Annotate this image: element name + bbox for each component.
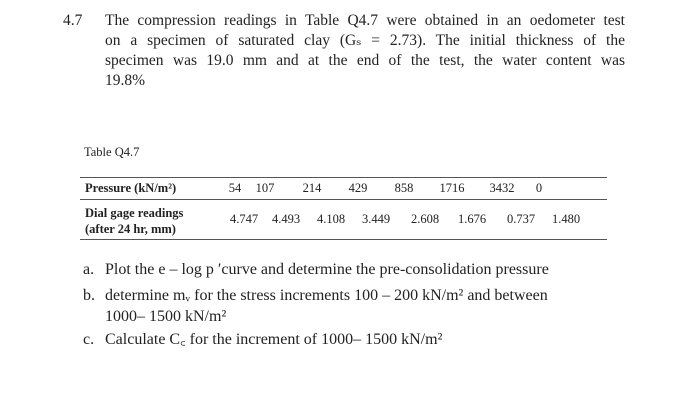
table-bottom-rule (80, 239, 607, 240)
dial-cell: 2.608 (410, 212, 440, 226)
table-mid-rule (80, 199, 607, 200)
part-a-text: Plot the e – log p ′curve and determine … (105, 261, 549, 278)
intro-line-2: on a specimen of saturated clay (Gₛ = 2.… (105, 32, 625, 49)
part-a-label: a. (83, 261, 95, 278)
table-top-rule (80, 177, 607, 178)
question-intro: The compression readings in Table Q4.7 w… (105, 11, 625, 91)
dial-label-line-2: (after 24 hr, mm) (85, 222, 176, 236)
part-c: c. Calculate C꜀ for the increment of 1000… (83, 329, 442, 351)
intro-line-4: 19.8% (105, 72, 146, 89)
pressure-cell: 429 (348, 181, 368, 195)
part-b-continuation: 1000– 1500 kN/m² (105, 308, 227, 325)
table-caption: Table Q4.7 (84, 145, 140, 159)
intro-line-1: The compression readings in Table Q4.7 w… (105, 12, 625, 29)
pressure-cell: 107 (255, 181, 275, 195)
part-c-label: c. (83, 331, 95, 348)
part-a: a. Plot the e – log p ′curve and determin… (83, 259, 549, 281)
dial-cell: 4.493 (271, 212, 301, 226)
part-b-label: b. (83, 287, 95, 304)
part-c-text: Calculate C꜀ for the increment of 1000– … (105, 331, 443, 348)
question-number: 4.7 (63, 12, 83, 29)
pressure-cell: 858 (394, 181, 414, 195)
dial-cell: 4.108 (316, 212, 346, 226)
pressure-row-label: Pressure (kN/m²) (85, 181, 177, 195)
intro-line-3: specimen was 19.0 mm and at the end of t… (105, 52, 625, 69)
dial-cell: 3.449 (361, 212, 391, 226)
pressure-cell: 54 (228, 181, 242, 195)
pressure-cell: 0 (535, 181, 543, 195)
dial-cell: 1.480 (551, 212, 581, 226)
pressure-cell: 214 (302, 181, 322, 195)
dial-cell: 4.747 (229, 212, 259, 226)
dial-row-label: Dial gage readings (after 24 hr, mm) (85, 205, 183, 237)
pressure-cell: 1716 (439, 181, 465, 195)
part-b-text: determine mᵥ for the stress increments 1… (105, 287, 548, 304)
dial-label-line-1: Dial gage readings (85, 206, 184, 220)
pressure-cell: 3432 (489, 181, 515, 195)
dial-cell: 0.737 (506, 212, 536, 226)
dial-cell: 1.676 (457, 212, 487, 226)
part-b: b. determine mᵥ for the stress increments… (83, 285, 548, 307)
